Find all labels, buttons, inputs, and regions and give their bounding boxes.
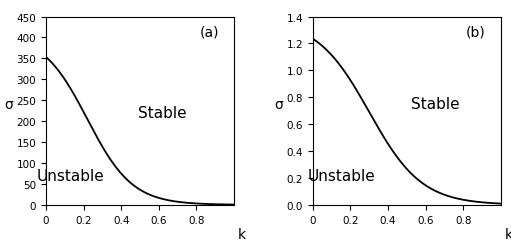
Text: Stable: Stable xyxy=(411,97,459,112)
Text: Unstable: Unstable xyxy=(307,168,375,183)
Text: Stable: Stable xyxy=(138,106,187,121)
Text: (a): (a) xyxy=(199,25,219,39)
Y-axis label: σ: σ xyxy=(274,97,283,111)
Text: k: k xyxy=(504,228,511,241)
Text: k: k xyxy=(238,228,246,241)
Text: Unstable: Unstable xyxy=(37,168,104,183)
Text: (b): (b) xyxy=(466,25,486,39)
Y-axis label: σ: σ xyxy=(4,97,13,111)
